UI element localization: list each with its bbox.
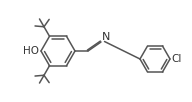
Text: N: N <box>102 32 110 42</box>
Text: HO: HO <box>23 46 40 56</box>
Text: Cl: Cl <box>171 54 181 64</box>
